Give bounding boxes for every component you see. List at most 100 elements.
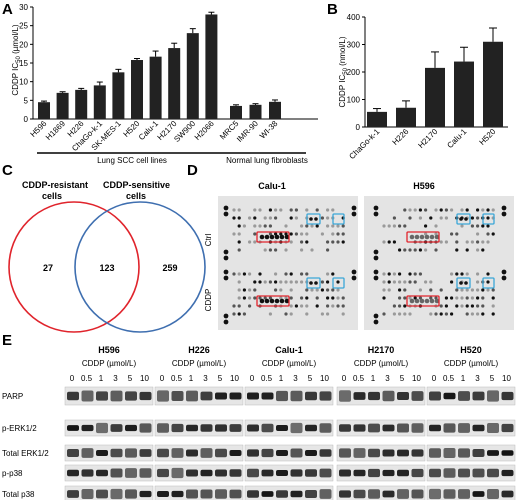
array-spot — [315, 224, 319, 228]
blot-band — [305, 424, 317, 432]
array-blue-box — [456, 277, 471, 289]
blot-band — [200, 489, 213, 499]
array-spot — [315, 208, 319, 212]
array-spot — [309, 281, 313, 285]
array-spot — [237, 296, 241, 300]
blot-band — [305, 449, 317, 457]
blot-band — [290, 469, 303, 477]
array-spot — [248, 216, 252, 220]
blot-dose-label: 0 — [160, 374, 165, 383]
chart-a-bar — [269, 101, 281, 119]
blot-band — [339, 390, 351, 402]
array-spot — [434, 312, 438, 316]
blot-band — [81, 390, 94, 402]
array-spot — [305, 304, 309, 308]
array-highlight-spot — [429, 234, 435, 240]
blot-band — [81, 489, 94, 499]
venn-overlap-count: 123 — [99, 263, 114, 273]
blot-dose-label: 0.5 — [443, 374, 455, 383]
array-spot — [392, 304, 396, 308]
array-spot — [326, 288, 330, 292]
blot-band — [382, 469, 395, 477]
array-spot — [331, 232, 335, 236]
array-spot — [429, 280, 433, 284]
array-col-h596: H596 — [413, 181, 435, 191]
blot-band — [157, 490, 169, 498]
blot-dose-label: 3 — [475, 374, 480, 383]
array-spot — [268, 224, 272, 228]
array-reference-spot — [351, 205, 357, 211]
chart-b-ytick-label: 200 — [347, 68, 361, 77]
array-spot — [331, 288, 335, 292]
array-spot — [460, 296, 464, 300]
blot-band — [397, 469, 409, 477]
blot-band — [382, 424, 395, 432]
blot-band — [276, 390, 288, 402]
blot-band — [487, 390, 499, 402]
blot-band — [67, 425, 79, 431]
array-spot — [418, 272, 422, 276]
array-spot — [398, 312, 402, 316]
blot-dose-label: 5 — [400, 374, 405, 383]
array-spot — [237, 272, 241, 276]
blot-band — [276, 449, 288, 457]
array-spot — [398, 296, 402, 300]
array-spot — [258, 280, 262, 284]
array-spot — [408, 216, 412, 220]
array-spot — [248, 288, 252, 292]
array-reference-spot — [351, 211, 357, 217]
array-spot — [232, 208, 236, 212]
array-spot — [248, 304, 252, 308]
blot-band — [487, 450, 499, 456]
array-spot — [274, 288, 278, 292]
array-spot — [455, 296, 459, 300]
array-spot — [450, 208, 454, 212]
array-spot — [481, 208, 485, 212]
array-highlight-spot — [434, 234, 440, 240]
array-spot — [315, 288, 319, 292]
array-spot — [315, 304, 319, 308]
array-spot — [382, 240, 386, 244]
array-spot — [470, 312, 474, 316]
blot-band — [319, 449, 332, 457]
array-spot — [232, 232, 236, 236]
chart-a-ytick-label: 20 — [19, 40, 28, 49]
blot-dose-label: 0.5 — [261, 374, 273, 383]
array-spot — [341, 224, 345, 228]
array-spot — [465, 272, 469, 276]
array-highlight-spot — [409, 234, 415, 240]
blot-cell-line-label: H520 — [460, 345, 482, 355]
blot-band — [458, 489, 470, 499]
array-reference-spot — [373, 205, 379, 211]
array-spot — [481, 312, 485, 316]
blot-band — [96, 391, 108, 401]
array-spot — [413, 208, 417, 212]
blot-band — [290, 490, 303, 498]
panel-label-c: C — [2, 162, 13, 179]
blot-band — [305, 469, 317, 477]
blot-band — [139, 449, 152, 457]
blot-cell-line-label: H2170 — [368, 345, 395, 355]
array-spot — [336, 296, 340, 300]
array-spot — [305, 312, 309, 316]
blot-band — [319, 423, 332, 433]
array-highlight-spot — [429, 298, 435, 304]
chart-b-bar — [483, 41, 503, 127]
chart-b-ytick-label: 0 — [356, 123, 361, 132]
array-spot — [392, 240, 396, 244]
array-spot — [242, 272, 246, 276]
blot-band — [319, 391, 332, 401]
array-spot — [237, 208, 241, 212]
chart-b-bar — [454, 61, 474, 127]
array-spot — [300, 304, 304, 308]
blot-band — [290, 422, 303, 434]
blot-cddp-label: CDDP (µmol/L) — [354, 359, 409, 368]
array-reference-spot — [223, 275, 229, 281]
array-spot — [300, 272, 304, 276]
chart-a-ic50-umol: CDDP IC50 (µmol/L) 051015202530H596H1869… — [11, 3, 318, 165]
blot-band — [487, 422, 499, 434]
chart-b-ytick-label: 100 — [347, 96, 361, 105]
blot-band — [200, 391, 213, 401]
array-highlight-spot — [274, 234, 280, 240]
array-spot — [237, 312, 241, 316]
